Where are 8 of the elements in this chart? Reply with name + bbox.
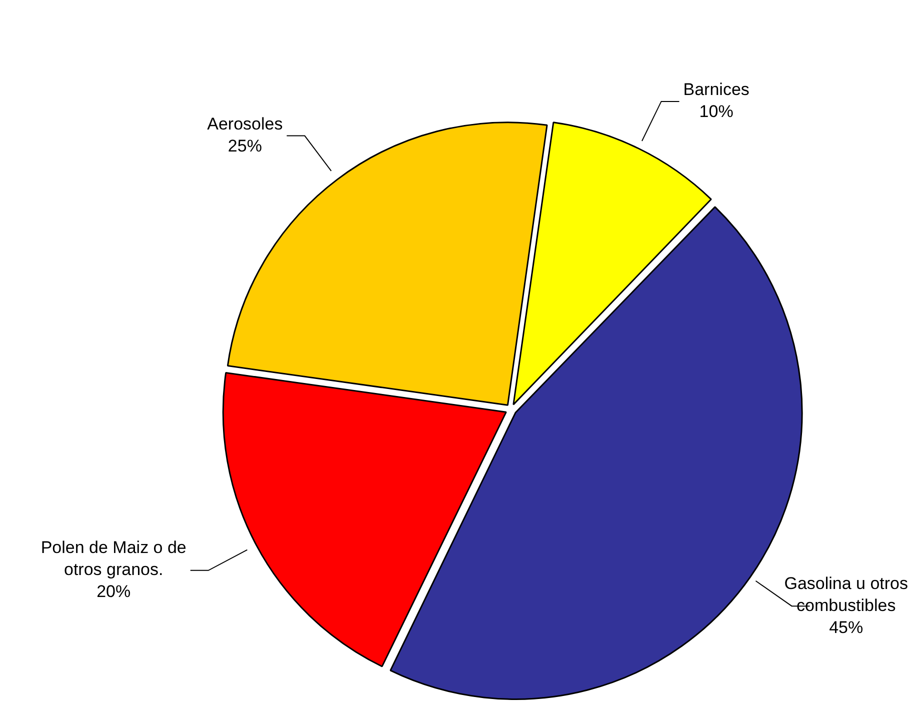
slice-label: Barnices <box>683 80 750 100</box>
slice-label: Gasolina u otros combustibles <box>784 574 908 615</box>
slice-label: Polen de Maiz o de otros granos. <box>40 538 186 580</box>
slice-label: Aerosoles <box>207 114 283 134</box>
data-label: 10% <box>699 102 734 122</box>
data-label: 20% <box>96 582 131 602</box>
data-label: 25% <box>228 136 262 156</box>
data-label: 45% <box>829 618 864 637</box>
